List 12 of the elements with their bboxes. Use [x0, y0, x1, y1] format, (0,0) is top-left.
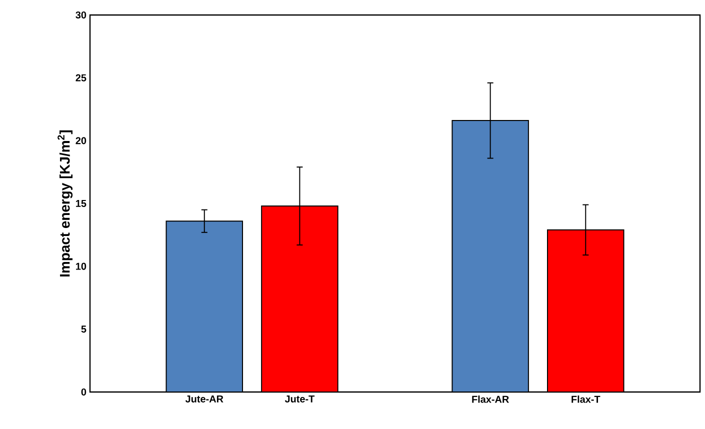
x-tick-label: Flax-AR — [472, 396, 509, 403]
y-tick-label: 15 — [76, 200, 86, 207]
x-tick-label: Jute-AR — [185, 396, 224, 402]
y-tick-label: 25 — [76, 74, 86, 82]
y-tick-label: 20 — [76, 137, 86, 144]
y-tick-label: 0 — [81, 388, 86, 396]
x-tick-label: Jute-T — [284, 396, 315, 402]
y-tick-label: 5 — [81, 326, 86, 333]
y-tick-label: 30 — [76, 11, 86, 19]
y-axis-title: Impact energy [KJ/m$^{2}$] — [58, 130, 73, 276]
y-tick-label: 10 — [76, 262, 86, 270]
x-tick-label: Flax-T — [572, 396, 600, 403]
